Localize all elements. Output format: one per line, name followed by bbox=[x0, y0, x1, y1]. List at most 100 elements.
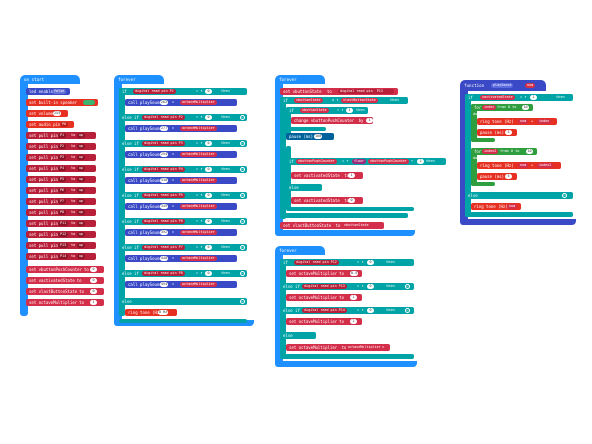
f3-set-octave-block[interactable]: set octaveMultiplier to bbox=[286, 294, 362, 301]
outer-if-left[interactable]: vbuttonState bbox=[294, 98, 323, 103]
f3-else-if-block[interactable]: else if bbox=[280, 307, 414, 314]
set-activated-2-block[interactable]: set vactivatedState to bbox=[291, 197, 363, 204]
f1-ring-tone-block[interactable]: ring tone (Hz) bbox=[125, 309, 177, 316]
pull-pin-mode[interactable]: up bbox=[77, 210, 86, 215]
fn-else-ring-block[interactable]: ring tone (Hz) bbox=[471, 203, 521, 210]
f3-compare-op[interactable]: = ▾ bbox=[357, 284, 364, 288]
f1-sound-freq[interactable]: 330 bbox=[160, 178, 169, 183]
for-1-to[interactable]: 10 bbox=[522, 105, 529, 110]
f3-compare-value[interactable]: 0 bbox=[367, 260, 374, 265]
fn-if-block[interactable]: if bbox=[465, 94, 573, 101]
f1-else-block[interactable]: else bbox=[119, 298, 247, 305]
pull-pin-mode[interactable]: up bbox=[77, 177, 86, 182]
f1-remove-branch-icon[interactable]: − bbox=[240, 193, 245, 198]
pull-pin-name[interactable]: P1 bbox=[58, 133, 67, 138]
set-activated-2-value[interactable]: 0 bbox=[348, 198, 355, 203]
f1-octave[interactable]: octaveMultiplier bbox=[180, 126, 217, 131]
f1-else-remove-icon[interactable]: − bbox=[240, 299, 245, 304]
fn-else-remove-icon[interactable]: − bbox=[562, 193, 567, 198]
inner-if-2-counter[interactable]: vbuttonPushCounter bbox=[296, 159, 337, 164]
set-variable-value[interactable]: 0 bbox=[90, 278, 97, 283]
set-last-value[interactable]: vbuttonState bbox=[342, 223, 371, 228]
pull-pin-name[interactable]: P5 bbox=[58, 177, 67, 182]
f1-compare-value[interactable]: 0 bbox=[205, 89, 212, 94]
for-1-var[interactable]: index bbox=[482, 105, 497, 110]
f3-remove-branch-icon[interactable]: − bbox=[405, 308, 410, 313]
pull-pin-mode[interactable]: up bbox=[77, 232, 86, 237]
fn-if-left[interactable]: vactivatedState bbox=[480, 95, 515, 100]
f3-remove-branch-icon[interactable]: − bbox=[405, 284, 410, 289]
f1-digital-read[interactable]: digital read pin P4 bbox=[142, 167, 185, 172]
function-param[interactable]: num bbox=[525, 83, 536, 88]
function-name[interactable]: playSound bbox=[491, 83, 514, 88]
f1-compare-op[interactable]: = ▾ bbox=[196, 115, 203, 119]
pull-pin-mode[interactable]: up bbox=[77, 199, 86, 204]
f1-digital-read[interactable]: digital read pin P5 bbox=[142, 193, 185, 198]
f1-remove-branch-icon[interactable]: − bbox=[240, 115, 245, 120]
inner-if-2-divisor[interactable]: 2 bbox=[417, 159, 424, 164]
set-variable-block[interactable]: set vbuttonPushCounter to bbox=[26, 266, 104, 273]
pull-pin-mode[interactable]: up bbox=[77, 166, 86, 171]
led-enable-value[interactable]: false bbox=[52, 89, 67, 94]
f1-remove-branch-icon[interactable]: − bbox=[240, 167, 245, 172]
led-enable-block[interactable]: led enable bbox=[26, 88, 70, 95]
inner-if-1-value[interactable]: 1 bbox=[346, 108, 353, 113]
forever-1-header[interactable]: forever bbox=[114, 75, 164, 84]
speaker-toggle[interactable] bbox=[83, 100, 95, 105]
f1-compare-op[interactable]: = ▾ bbox=[196, 219, 203, 223]
f3-compare-value[interactable]: 0 bbox=[367, 308, 374, 313]
f1-compare-value[interactable]: 0 bbox=[205, 141, 212, 146]
fn-if-op[interactable]: = ▾ bbox=[520, 95, 527, 99]
forever-3-header[interactable]: forever bbox=[275, 246, 325, 255]
f1-sound-freq[interactable]: 294 bbox=[160, 152, 169, 157]
f1-compare-op[interactable]: = ▾ bbox=[196, 245, 203, 249]
vbutton-digital-read[interactable]: digital read pin P13 bbox=[338, 89, 394, 94]
f1-octave[interactable]: octaveMultiplier bbox=[180, 152, 217, 157]
f1-remove-branch-icon[interactable]: − bbox=[240, 141, 245, 146]
f3-set-octave-value[interactable]: 1 bbox=[350, 295, 357, 300]
outer-if-op[interactable]: ≠ ▾ bbox=[332, 98, 339, 102]
set-variable-block[interactable]: set vlastButtonState to bbox=[26, 288, 104, 295]
pull-pin-name[interactable]: P4 bbox=[58, 166, 67, 171]
outer-if-right[interactable]: vlastButtonState bbox=[341, 98, 378, 103]
set-activated-1-block[interactable]: set vactivatedState to bbox=[291, 172, 363, 179]
for-1-pause-value[interactable]: 5 bbox=[505, 130, 512, 135]
set-variable-block[interactable]: set vactivatedState to bbox=[26, 277, 104, 284]
f1-ring-value[interactable]: 0 Hz bbox=[158, 310, 169, 315]
pull-pin-name[interactable]: P6 bbox=[58, 188, 67, 193]
pause-block[interactable]: pause (ms) bbox=[286, 133, 334, 140]
f3-set-octave-value[interactable]: 2 bbox=[350, 319, 357, 324]
f1-remove-branch-icon[interactable]: − bbox=[240, 219, 245, 224]
f3-digital-read[interactable]: digital read pin P13 bbox=[302, 284, 347, 289]
f1-octave[interactable]: octaveMultiplier bbox=[180, 282, 217, 287]
f3-compare-value[interactable]: 0 bbox=[367, 284, 374, 289]
pull-pin-mode[interactable]: up bbox=[77, 188, 86, 193]
f1-compare-op[interactable]: = ▾ bbox=[196, 89, 203, 93]
set-last-state-block[interactable]: set vlastButtonState to bbox=[280, 222, 384, 229]
f1-digital-read[interactable]: digital read pin P3 bbox=[142, 141, 185, 146]
fn-else-block[interactable]: else bbox=[465, 192, 573, 199]
pull-pin-mode[interactable]: up bbox=[77, 243, 86, 248]
inner-else-block[interactable]: else bbox=[286, 184, 322, 191]
set-audio-pin-block[interactable]: set audio pin bbox=[26, 121, 74, 128]
f1-digital-read[interactable]: digital read pin P2 bbox=[142, 115, 185, 120]
f1-octave[interactable]: octaveMultiplier bbox=[180, 256, 217, 261]
for-2-pause-value[interactable]: 5 bbox=[505, 174, 512, 179]
f3-digital-read[interactable]: digital read pin P12 bbox=[294, 260, 339, 265]
inner-if-2-counter-2[interactable]: vbuttonPushCounter bbox=[368, 159, 409, 164]
fn-else-ring-num[interactable]: num bbox=[507, 204, 518, 209]
f1-sound-freq[interactable]: 277 bbox=[160, 126, 169, 131]
for-1-ring-num[interactable]: num bbox=[518, 119, 529, 124]
pull-pin-name[interactable]: P11 bbox=[58, 221, 69, 226]
f1-sound-freq[interactable]: 262 bbox=[160, 100, 169, 105]
for-2-ring-num[interactable]: num bbox=[518, 163, 529, 168]
f1-digital-read[interactable]: digital read pin P7 bbox=[142, 245, 185, 250]
f1-compare-op[interactable]: = ▾ bbox=[196, 167, 203, 171]
f1-compare-op[interactable]: = ▾ bbox=[196, 271, 203, 275]
for-1-block[interactable]: for bbox=[471, 104, 533, 111]
change-counter-block[interactable]: change vbuttonPushCounter by bbox=[291, 117, 373, 124]
f3-if-block[interactable]: if bbox=[280, 259, 414, 266]
change-counter-value[interactable]: 1 bbox=[366, 118, 373, 123]
f1-compare-value[interactable]: 0 bbox=[205, 167, 212, 172]
f1-compare-value[interactable]: 0 bbox=[205, 193, 212, 198]
